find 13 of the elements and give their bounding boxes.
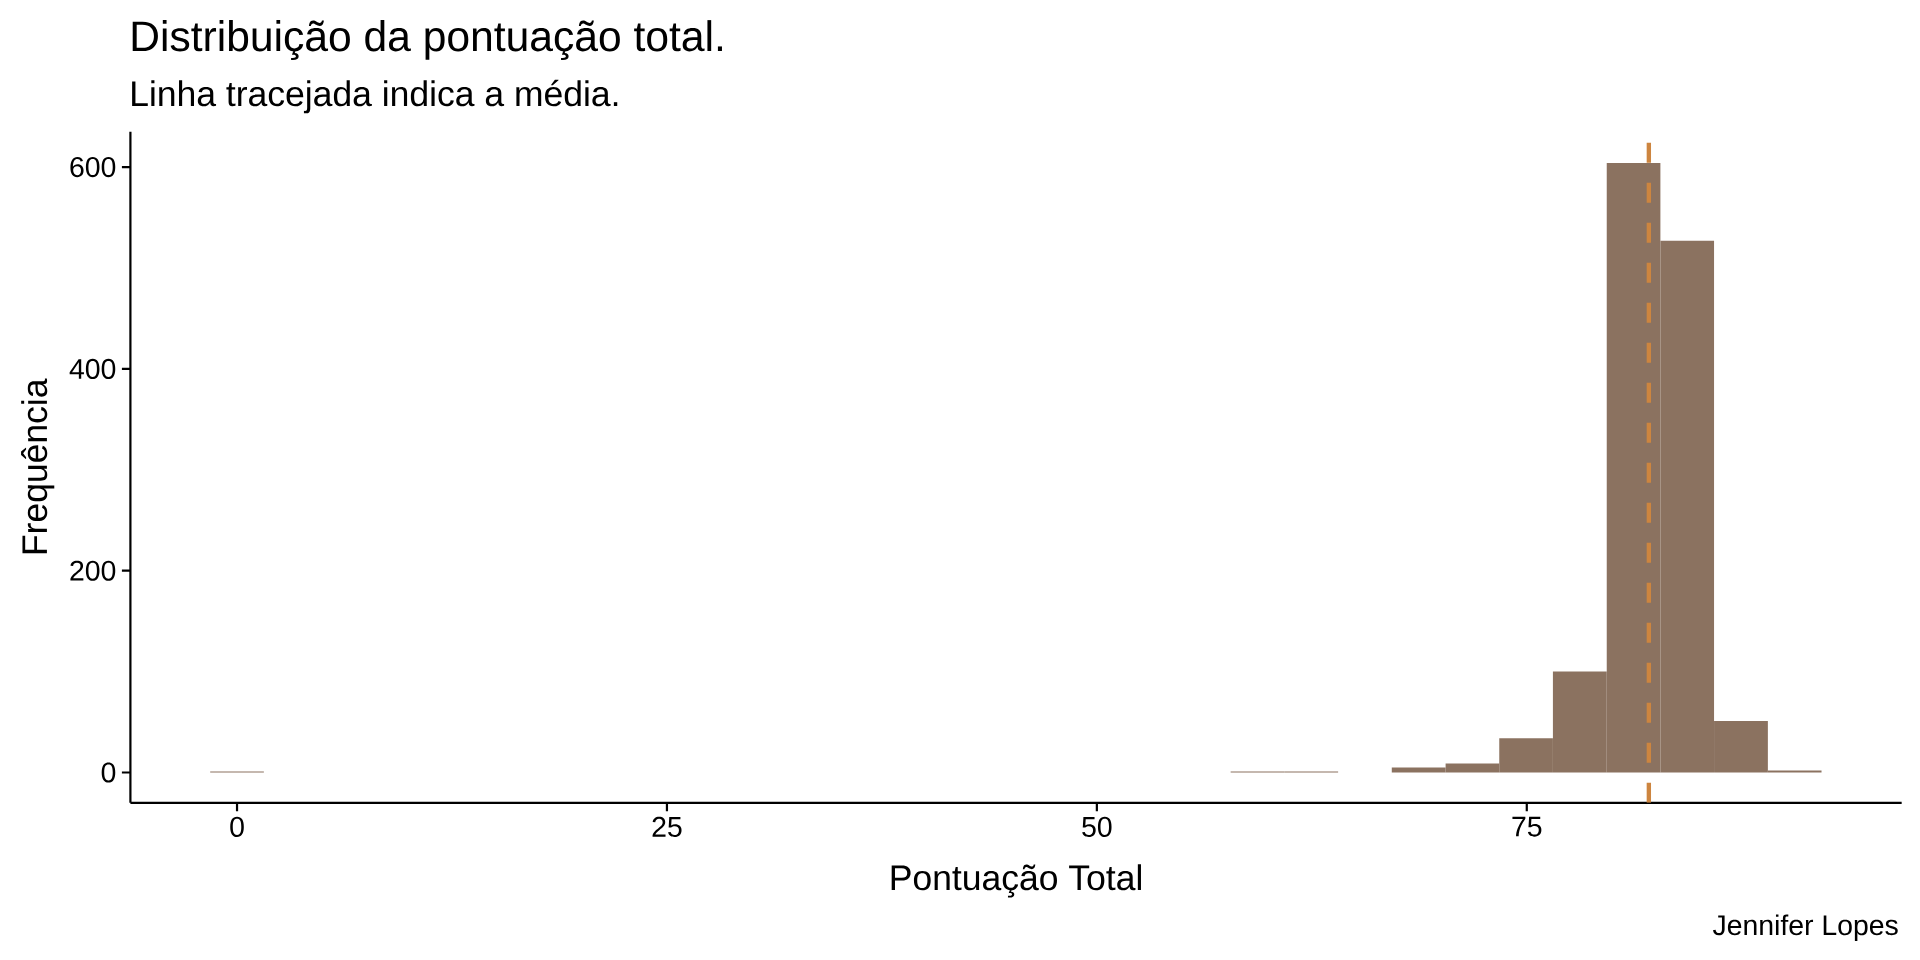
x-tick-label: 0 <box>230 816 244 837</box>
chart-title: Distribuição da pontuação total. <box>132 20 722 61</box>
text: Jennifer Lopes <box>1712 914 1898 941</box>
chart-subtitle: Linha tracejada indica a média. <box>132 79 618 114</box>
x-axis-title: Pontuação Total <box>891 864 1141 898</box>
y-tick-label: 600 <box>70 157 116 178</box>
x-tick-label: 75 <box>1512 816 1542 837</box>
x-tick-label: 50 <box>1082 816 1112 837</box>
y-tick-label: 200 <box>70 560 116 581</box>
x-tick-label: 25 <box>652 816 682 837</box>
y-axis-title: Frequência <box>21 378 55 554</box>
y-tick-label: 0 <box>101 762 116 783</box>
y-tick-label: 400 <box>69 358 116 379</box>
